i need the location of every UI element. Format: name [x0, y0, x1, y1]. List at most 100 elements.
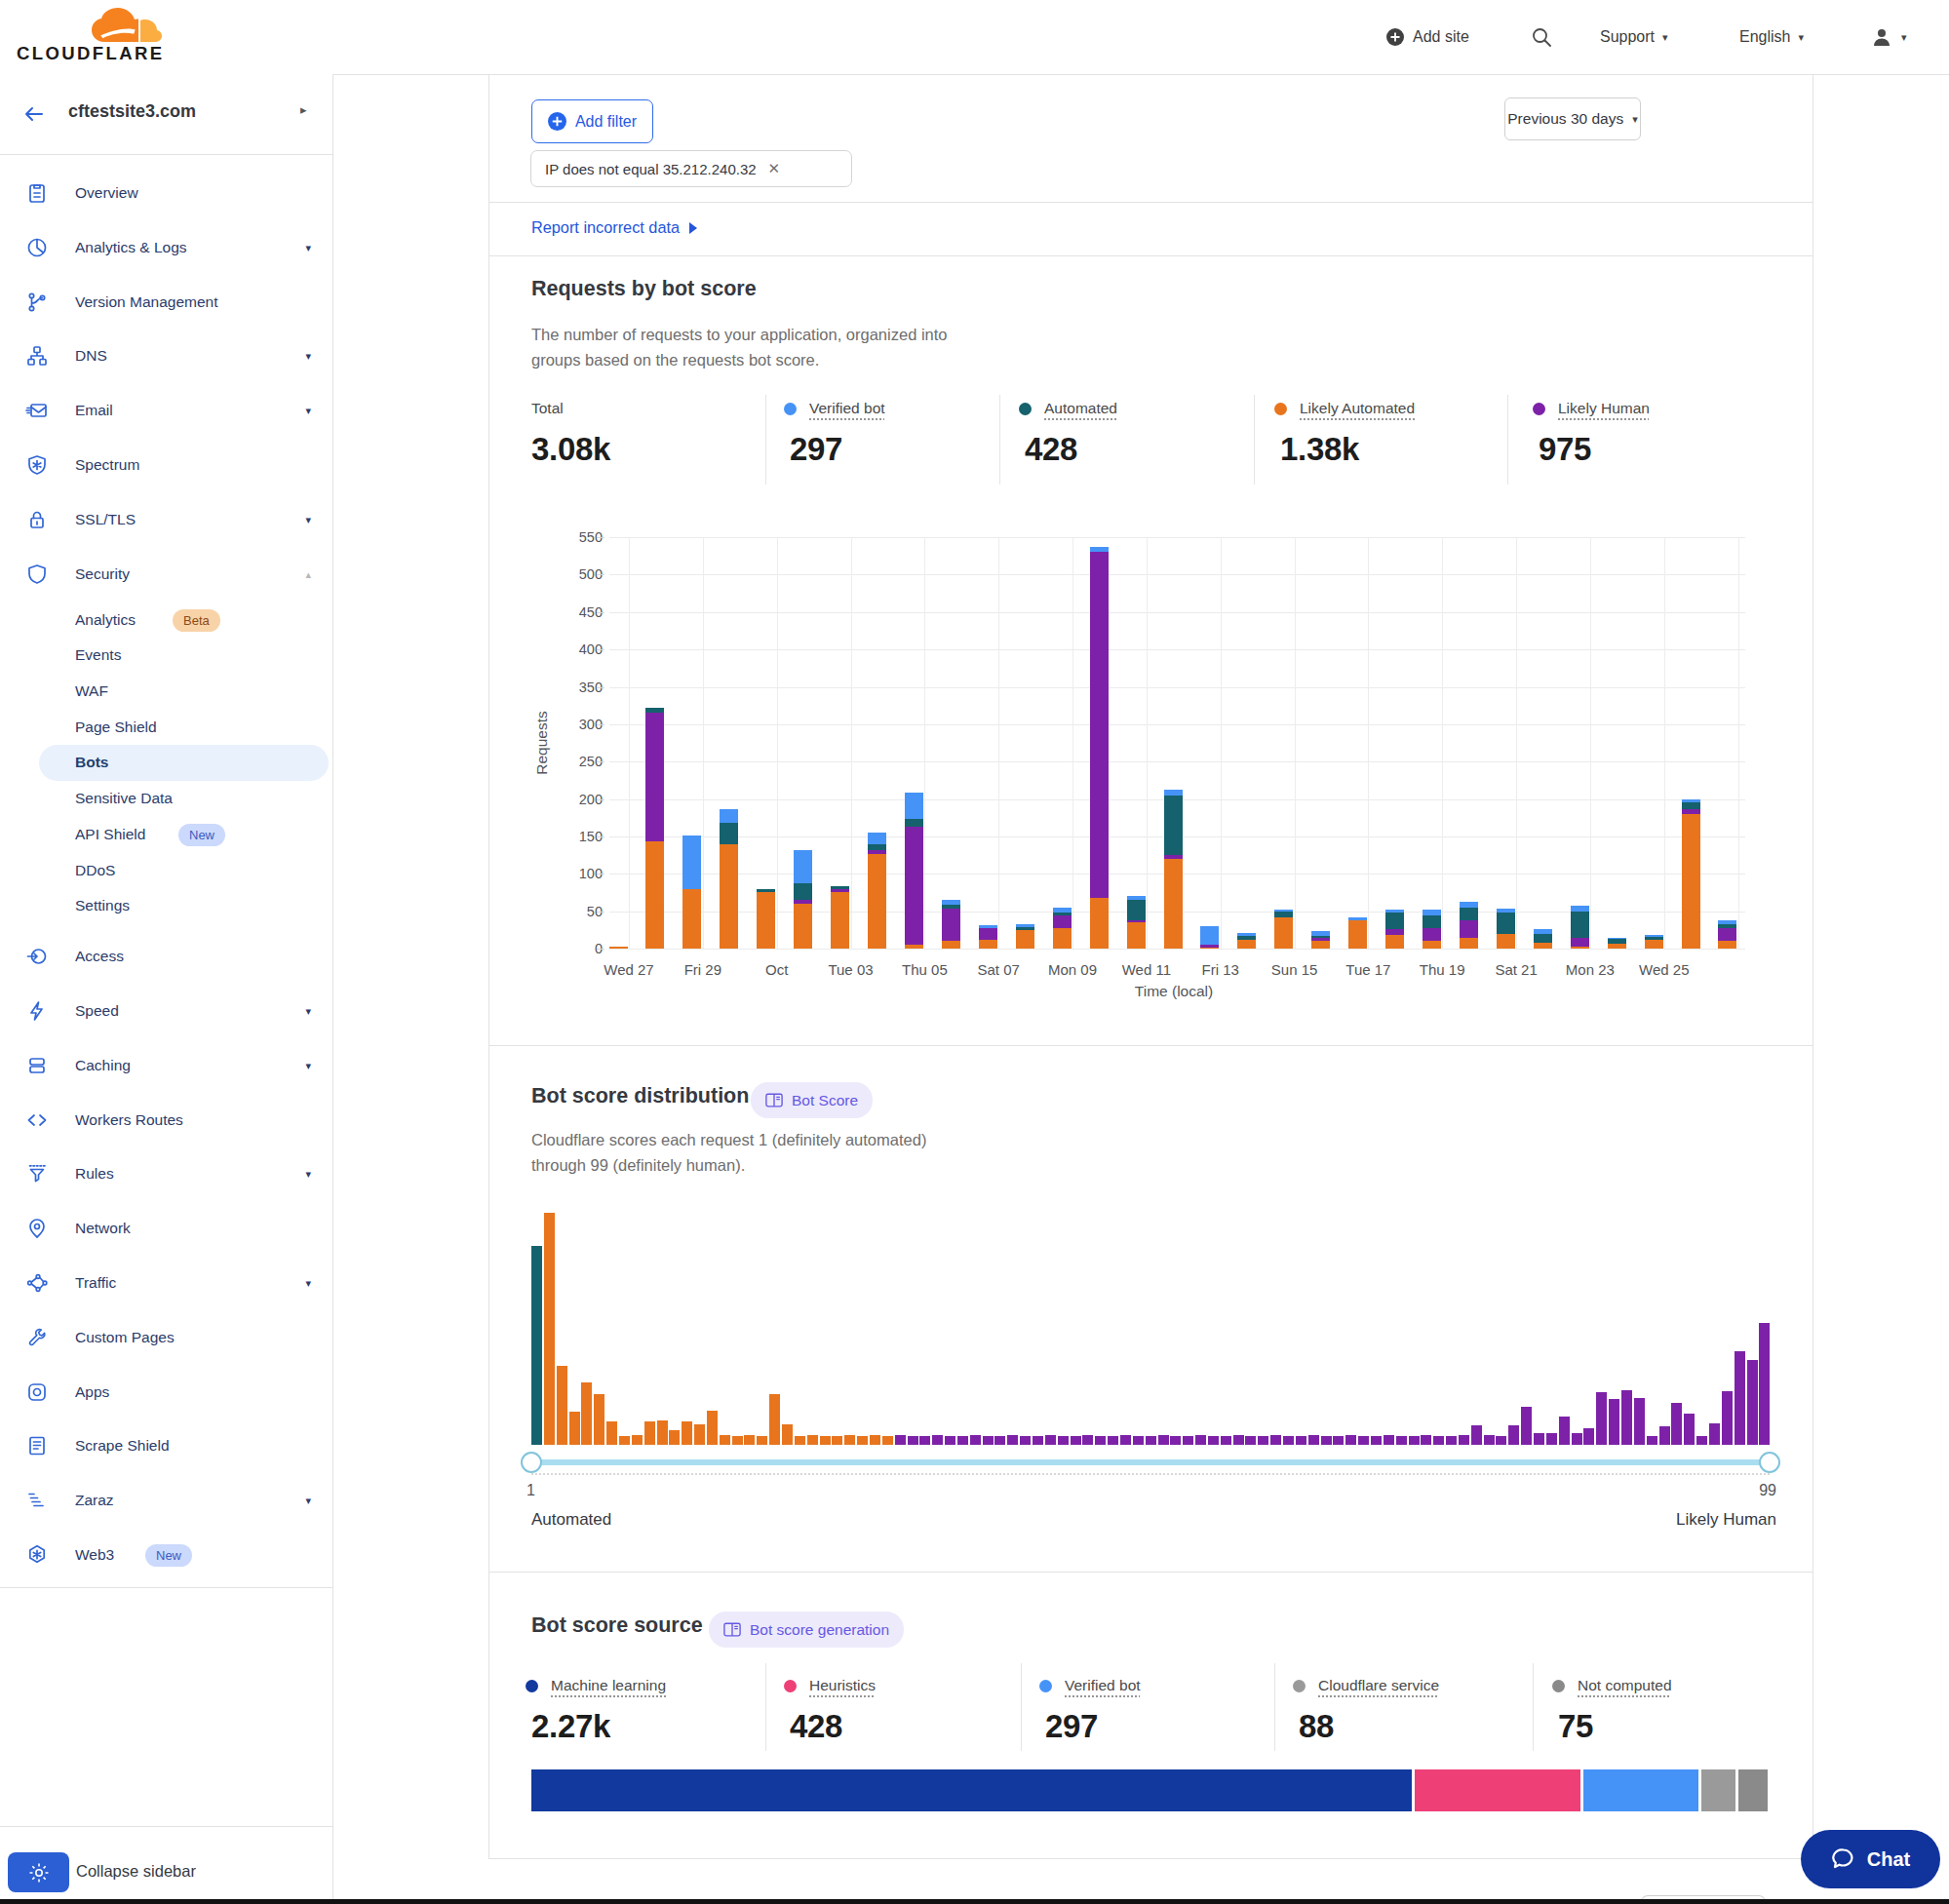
- bar-segment[interactable]: [942, 909, 960, 940]
- bar-segment[interactable]: [831, 892, 849, 949]
- sidebar-item-dns[interactable]: DNS▾: [0, 337, 332, 374]
- bar-segment[interactable]: [1571, 912, 1589, 938]
- histogram-bar[interactable]: [1007, 1435, 1018, 1445]
- source-segment-verified-bot[interactable]: [1583, 1769, 1698, 1811]
- bar-segment[interactable]: [1053, 915, 1072, 929]
- bar-segment[interactable]: [1127, 922, 1146, 949]
- bar-segment[interactable]: [1090, 552, 1109, 898]
- bar-segment[interactable]: [720, 823, 738, 844]
- histogram-bar[interactable]: [820, 1436, 831, 1445]
- bar-segment[interactable]: [1460, 920, 1478, 938]
- stat-label-heuristics[interactable]: Heuristics: [784, 1677, 876, 1694]
- bar-segment[interactable]: [645, 841, 664, 949]
- bar-segment[interactable]: [1718, 941, 1736, 949]
- account-menu[interactable]: ▾: [1870, 0, 1907, 74]
- bar-segment[interactable]: [1534, 934, 1552, 943]
- bar-segment[interactable]: [1348, 917, 1367, 920]
- histogram-bar[interactable]: [1634, 1398, 1645, 1445]
- bar-segment[interactable]: [1348, 920, 1367, 949]
- histogram-bar[interactable]: [557, 1366, 567, 1445]
- bot-score-badge[interactable]: Bot Score: [751, 1082, 873, 1118]
- histogram-bar[interactable]: [983, 1436, 994, 1445]
- bar-segment[interactable]: [1497, 913, 1515, 934]
- chat-button[interactable]: Chat: [1801, 1830, 1940, 1888]
- sidebar-item-security[interactable]: Security▴: [0, 556, 332, 593]
- bar-segment[interactable]: [1645, 935, 1663, 937]
- bar-segment[interactable]: [979, 925, 997, 929]
- histogram-bar[interactable]: [657, 1420, 668, 1445]
- bar-segment[interactable]: [1237, 940, 1256, 949]
- collapse-sidebar-label[interactable]: Collapse sidebar: [76, 1862, 196, 1881]
- bar-segment[interactable]: [794, 850, 812, 884]
- slider-handle-right[interactable]: [1759, 1452, 1780, 1473]
- sidebar-item-network[interactable]: Network: [0, 1210, 332, 1247]
- histogram-bar[interactable]: [1409, 1436, 1420, 1445]
- histogram-bar[interactable]: [1696, 1436, 1707, 1445]
- cloudflare-logo[interactable]: CLOUDFLARE: [0, 0, 195, 74]
- bar-segment[interactable]: [1385, 913, 1404, 929]
- histogram-bar[interactable]: [606, 1421, 617, 1445]
- bar-segment[interactable]: [1237, 936, 1256, 940]
- source-segment-cloudflare-service[interactable]: [1701, 1769, 1735, 1811]
- bar-segment[interactable]: [682, 889, 701, 949]
- bar-segment[interactable]: [1460, 938, 1478, 950]
- bar-segment[interactable]: [831, 889, 849, 891]
- bar-segment[interactable]: [831, 886, 849, 890]
- bar-segment[interactable]: [1164, 796, 1183, 855]
- histogram-bar[interactable]: [1596, 1392, 1607, 1445]
- histogram-bar[interactable]: [1183, 1436, 1193, 1445]
- bar-segment[interactable]: [1718, 924, 1736, 928]
- histogram-bar[interactable]: [669, 1430, 680, 1445]
- bar-segment[interactable]: [979, 928, 997, 940]
- histogram-bar[interactable]: [1195, 1435, 1206, 1445]
- bar-segment[interactable]: [1127, 900, 1146, 920]
- bar-segment[interactable]: [1237, 933, 1256, 936]
- histogram-bar[interactable]: [1484, 1435, 1495, 1445]
- histogram-bar[interactable]: [1283, 1436, 1294, 1445]
- report-incorrect-data-link[interactable]: Report incorrect data: [531, 218, 697, 237]
- bar-segment[interactable]: [1460, 908, 1478, 920]
- histogram-bar[interactable]: [1158, 1435, 1169, 1445]
- histogram-bar[interactable]: [1296, 1436, 1306, 1445]
- histogram-bar[interactable]: [957, 1436, 968, 1445]
- histogram-bar[interactable]: [594, 1394, 604, 1445]
- sidebar-item-custom-pages[interactable]: Custom Pages: [0, 1319, 332, 1356]
- bar-segment[interactable]: [682, 835, 701, 889]
- histogram-bar[interactable]: [1345, 1435, 1356, 1445]
- histogram-bar[interactable]: [1471, 1425, 1482, 1445]
- bar-segment[interactable]: [1534, 943, 1552, 949]
- histogram-bar[interactable]: [1221, 1436, 1231, 1445]
- histogram-bar[interactable]: [1321, 1436, 1332, 1445]
- bar-segment[interactable]: [868, 833, 886, 844]
- source-segment-machine-learning[interactable]: [531, 1769, 1412, 1811]
- bar-segment[interactable]: [1127, 920, 1146, 922]
- histogram-bar[interactable]: [632, 1435, 643, 1445]
- histogram-bar[interactable]: [1671, 1403, 1682, 1445]
- bar-segment[interactable]: [1534, 929, 1552, 934]
- histogram-bar[interactable]: [807, 1435, 818, 1445]
- histogram-bar[interactable]: [1534, 1433, 1544, 1445]
- histogram-bar[interactable]: [919, 1436, 930, 1445]
- histogram-bar[interactable]: [1559, 1417, 1570, 1445]
- bar-segment[interactable]: [1718, 920, 1736, 924]
- histogram-bar[interactable]: [1258, 1436, 1268, 1445]
- bar-segment[interactable]: [942, 905, 960, 910]
- bar-segment[interactable]: [905, 793, 923, 819]
- histogram-bar[interactable]: [1709, 1423, 1720, 1445]
- add-site-button[interactable]: Add site: [1385, 0, 1469, 74]
- histogram-bar[interactable]: [732, 1436, 743, 1445]
- histogram-bar[interactable]: [1033, 1436, 1043, 1445]
- histogram-bar[interactable]: [1371, 1436, 1382, 1445]
- bar-segment[interactable]: [1090, 898, 1109, 949]
- sidebar-item-caching[interactable]: Caching▾: [0, 1047, 332, 1084]
- histogram-bar[interactable]: [1170, 1436, 1181, 1445]
- bar-segment[interactable]: [645, 708, 664, 713]
- histogram-bar[interactable]: [1333, 1436, 1344, 1445]
- search-button[interactable]: [1531, 0, 1552, 74]
- histogram-bar[interactable]: [744, 1435, 755, 1445]
- histogram-bar[interactable]: [1020, 1436, 1031, 1445]
- bar-segment[interactable]: [1385, 910, 1404, 913]
- histogram-bar[interactable]: [1722, 1391, 1733, 1445]
- bar-segment[interactable]: [1682, 814, 1700, 949]
- histogram-bar[interactable]: [1508, 1425, 1519, 1445]
